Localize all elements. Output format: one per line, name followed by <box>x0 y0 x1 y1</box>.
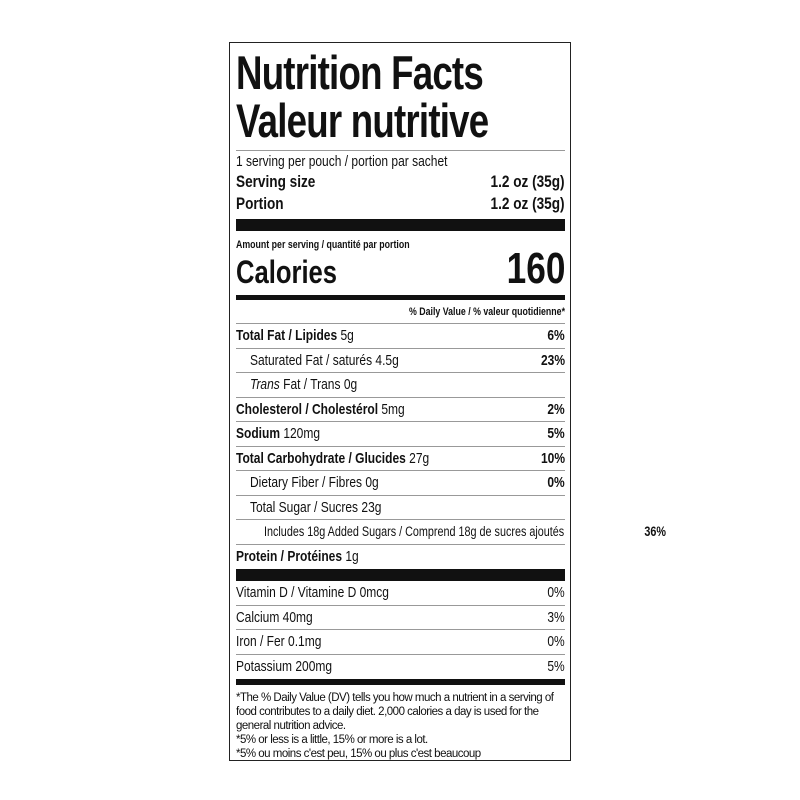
nutrient-label: Protein / Protéines <box>236 548 343 566</box>
vitamin-row: Vitamin D / Vitamine D 0mcg 0% <box>236 581 565 606</box>
nutrient-amount: 5mg <box>381 400 405 418</box>
medium-divider <box>236 679 565 685</box>
nutrient-label: Includes 18g Added Sugars / Comprend 18g… <box>264 524 565 540</box>
nutrient-label: Sodium <box>236 425 280 443</box>
vitamin-name: Calcium 40mg <box>236 608 313 626</box>
title-english: Nutrition Facts <box>236 46 484 99</box>
footnotes: *The % Daily Value (DV) tells you how mu… <box>236 685 565 761</box>
nutrient-row: Trans Fat / Trans 0g <box>236 373 565 398</box>
nutrient-amount: 0g <box>365 474 379 492</box>
medium-divider <box>236 295 565 300</box>
nutrient-row: Sodium 120mg 5% <box>236 422 565 447</box>
nutrient-amount: 5g <box>340 327 354 345</box>
vitamin-daily-value: 3% <box>547 608 565 626</box>
nutrient-label: Fat / Trans <box>283 376 341 394</box>
nutrient-daily-value: 23% <box>540 351 565 369</box>
thick-divider <box>236 219 565 231</box>
portion-row: Portion 1.2 oz (35g) <box>236 194 565 213</box>
footnote: *5% or less is a little, 15% or more is … <box>236 734 428 746</box>
vitamin-daily-value: 0% <box>547 633 565 651</box>
footnote: *5% ou moins c'est peu, 15% ou plus c'es… <box>236 748 481 760</box>
nutrient-label: Dietary Fiber / Fibres <box>250 474 363 492</box>
nutrient-name: Total Carbohydrate / Glucides 27g <box>236 450 429 467</box>
nutrient-name: Includes 18g Added Sugars / Comprend 18g… <box>264 524 564 539</box>
nutrient-name: Protein / Protéines 1g <box>236 548 359 565</box>
nutrient-label: Saturated Fat / saturés <box>250 351 373 369</box>
nutrient-name: Sodium 120mg <box>236 425 320 442</box>
nutrient-daily-value: 0% <box>547 474 565 492</box>
nutrient-amount: 23g <box>361 498 382 516</box>
nutrient-name: Total Sugar / Sucres 23g <box>250 499 381 516</box>
nutrient-amount: 27g <box>409 449 430 467</box>
vitamin-name: Iron / Fer 0.1mg <box>236 633 322 651</box>
nutrient-row: Total Sugar / Sucres 23g <box>236 496 565 520</box>
nutrient-row: Dietary Fiber / Fibres 0g 0% <box>236 471 565 496</box>
nutrient-row: Total Carbohydrate / Glucides 27g 10% <box>236 447 565 471</box>
nutrient-daily-value: 10% <box>540 449 565 467</box>
vitamin-row: Iron / Fer 0.1mg 0% <box>236 630 565 655</box>
nutrient-row: Includes 18g Added Sugars / Comprend 18g… <box>236 520 666 545</box>
nutrition-facts-label: Nutrition Facts Valeur nutritive 1 servi… <box>229 42 666 761</box>
thick-divider <box>236 569 565 581</box>
nutrient-name: Cholesterol / Cholestérol 5mg <box>236 401 405 418</box>
vitamin-daily-value: 5% <box>547 658 565 676</box>
nutrient-name: Total Fat / Lipides 5g <box>236 327 354 344</box>
vitamin-row: Calcium 40mg 3% <box>236 606 565 630</box>
daily-value-header: % Daily Value / % valeur quotidienne* <box>236 300 565 324</box>
nutrient-name: Saturated Fat / saturés 4.5g <box>250 352 399 369</box>
nutrient-label: Total Sugar / Sucres <box>250 498 359 516</box>
servings-per-container: 1 serving per pouch / portion par sachet <box>236 153 448 170</box>
vitamin-name: Vitamin D / Vitamine D 0mcg <box>236 584 389 602</box>
nutrient-amount: 1g <box>345 548 359 566</box>
footnote: *The % Daily Value (DV) tells you how mu… <box>236 692 554 732</box>
vitamin-daily-value: 0% <box>547 584 565 602</box>
calories-row: Calories 160 <box>236 244 565 293</box>
nutrient-label: Total Fat / Lipides <box>236 327 338 345</box>
nutrient-name: Trans Fat / Trans 0g <box>250 376 357 393</box>
nutrient-amount: 120mg <box>283 425 321 443</box>
nutrient-amount: 4.5g <box>375 351 399 369</box>
amount-per-serving: Amount per serving / quantité par portio… <box>236 239 410 251</box>
vitamin-row: Potassium 200mg 5% <box>236 655 565 680</box>
nutrient-row: Total Fat / Lipides 5g 6% <box>236 324 565 349</box>
nutrient-daily-value: 2% <box>547 400 565 418</box>
nutrient-label: Cholesterol / Cholestérol <box>236 400 379 418</box>
nutrient-row: Saturated Fat / saturés 4.5g 23% <box>236 349 565 373</box>
nutrient-label: Total Carbohydrate / Glucides <box>236 449 406 467</box>
nutrient-daily-value: 36% <box>644 524 667 540</box>
serving-size-row: Serving size 1.2 oz (35g) <box>236 172 565 191</box>
nutrient-daily-value: 6% <box>547 327 565 345</box>
vitamin-name: Potassium 200mg <box>236 658 333 676</box>
nutrient-row: Protein / Protéines 1g <box>236 545 565 570</box>
nutrient-row: Cholesterol / Cholestérol 5mg 2% <box>236 398 565 422</box>
title-french: Valeur nutritive <box>236 97 565 151</box>
nutrient-daily-value: 5% <box>547 425 565 443</box>
nutrient-name: Dietary Fiber / Fibres 0g <box>250 474 379 491</box>
nutrient-amount: 0g <box>343 376 358 394</box>
nutrient-name-italic: Trans <box>250 376 280 394</box>
